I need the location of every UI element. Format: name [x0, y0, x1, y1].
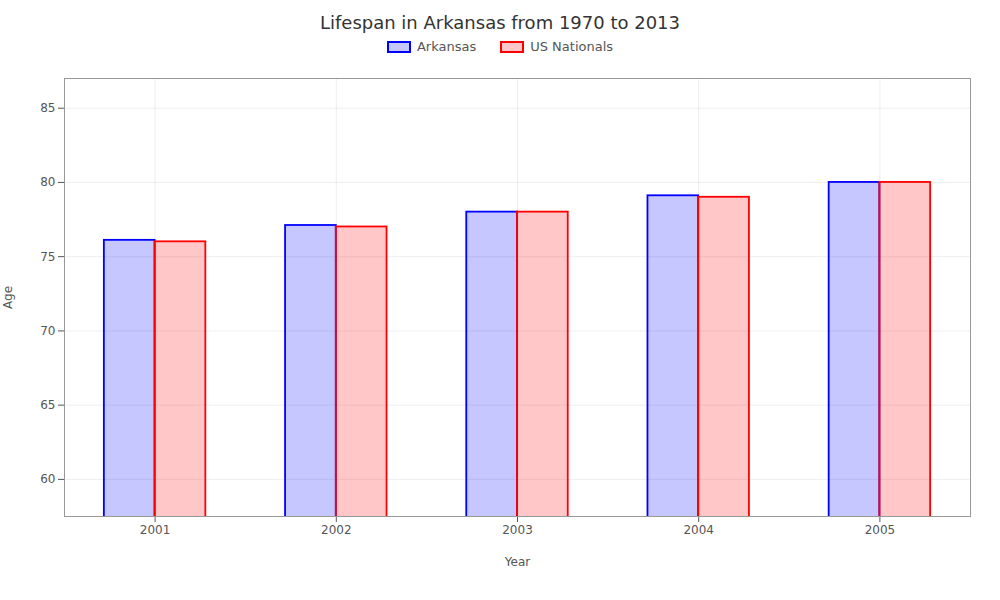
- svg-text:70: 70: [40, 324, 55, 338]
- svg-text:65: 65: [40, 398, 55, 412]
- svg-text:Age: Age: [1, 286, 15, 309]
- svg-text:2005: 2005: [865, 523, 896, 537]
- svg-text:2003: 2003: [502, 523, 533, 537]
- html-text:Arkansas: Arkansas: [416, 39, 477, 54]
- svg-text:75: 75: [40, 250, 55, 264]
- svg-text:Year: Year: [504, 555, 530, 569]
- svg-text:2004: 2004: [683, 523, 714, 537]
- svg-text:60: 60: [40, 472, 55, 486]
- html-text:US Nationals: US Nationals: [530, 39, 613, 54]
- svg-text:2001: 2001: [140, 523, 171, 537]
- html-text:Lifespan in Arkansas from 1970: Lifespan in Arkansas from 1970 to 2013: [320, 12, 680, 33]
- svg-text:85: 85: [40, 101, 55, 115]
- svg-text:80: 80: [40, 175, 55, 189]
- svg-text:2002: 2002: [321, 523, 352, 537]
